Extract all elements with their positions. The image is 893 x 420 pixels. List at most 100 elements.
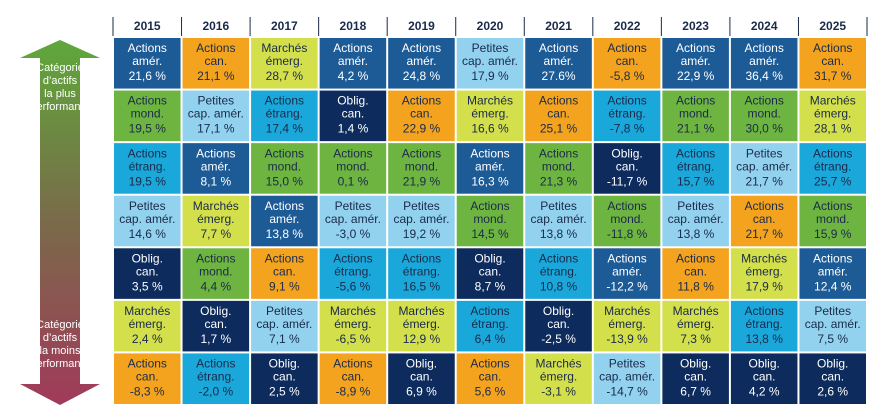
return-value: 13,8 % [540,227,578,241]
return-value: 7,3 % [680,332,711,346]
asset-class: Actions [470,304,509,318]
cell [662,248,729,299]
return-value: 28,7 % [266,69,304,83]
rank-arrow [20,40,100,405]
asset-class: Oblig. [749,357,780,371]
asset-class: Actions [676,146,715,160]
asset-class: Actions [196,357,235,371]
asset-class: amér. [612,264,642,278]
asset-class: Oblig. [337,94,368,108]
return-value: 15,0 % [266,174,304,188]
asset-class: étrang. [334,264,371,278]
asset-class: étrang. [197,370,234,384]
return-value: 4,2 % [749,385,780,399]
return-value: 7,5 % [817,332,848,346]
asset-class: Petites [814,304,851,318]
cell [456,90,524,142]
year-label: 2019 [408,19,435,33]
return-value: 21,1 % [677,122,715,136]
asset-class: émerg. [471,107,508,121]
cell [319,353,387,404]
asset-class: can. [342,107,365,121]
return-value: -7,8 % [610,122,645,136]
asset-class: mond. [199,264,232,278]
asset-class: cap. amér. [462,54,518,68]
return-value: 13,8 % [746,332,784,346]
cell [799,38,866,89]
asset-class: can. [547,317,570,331]
cell [182,38,250,89]
asset-class: Actions [128,41,167,55]
cell [525,248,592,299]
year-label: 2020 [477,19,504,33]
asset-class: Marchés [330,304,376,318]
asset-class: Petites [472,41,509,55]
asset-class: cap. amér. [668,212,724,226]
return-value: 19,5 % [129,122,167,136]
cell [662,90,729,142]
return-value: 12,9 % [403,332,441,346]
asset-class: amér. [406,54,436,68]
asset-class: étrang. [540,264,577,278]
asset-class: Marchés [193,199,239,213]
cell [730,195,798,247]
return-value: 13,8 % [266,227,304,241]
asset-class: amér. [338,54,368,68]
asset-class: Actions [128,146,167,160]
cell [182,195,250,247]
return-value: 11,8 % [677,279,714,293]
return-value: 7,7 % [200,227,231,241]
return-value: 9,1 % [269,279,300,293]
return-value: 17,9 % [471,69,509,83]
asset-class: Marchés [536,357,582,371]
asset-class: cap. amér. [188,107,244,121]
asset-class: amér. [132,54,162,68]
asset-class: étrang. [129,159,166,173]
return-value: 27.6% [542,69,576,83]
return-value: 15,9 % [814,227,852,241]
asset-class: Marchés [261,41,307,55]
asset-class: can. [753,370,776,384]
asset-class: Actions [470,199,509,213]
cell [593,143,661,194]
year-label: 2021 [545,19,572,33]
asset-class: émerg. [197,212,234,226]
top-label: Catégorie [36,62,84,74]
asset-class: Actions [402,41,441,55]
cell [799,353,866,404]
asset-class: can. [821,370,844,384]
asset-class: mond. [336,159,369,173]
asset-class: Petites [403,199,440,213]
asset-class: mond. [268,159,301,173]
cell [319,300,387,352]
cell [114,300,181,352]
cell [456,353,524,404]
return-value: 28,1 % [814,122,852,136]
cell [388,353,455,404]
asset-class: émerg. [814,107,851,121]
asset-class: can. [684,264,707,278]
asset-class: cap. amér. [256,317,312,331]
cell [593,195,661,247]
asset-class: cap. amér. [119,212,175,226]
return-value: 21,9 % [403,174,441,188]
cell [525,300,592,352]
asset-class: can. [479,264,502,278]
return-value: -13,9 % [606,332,648,346]
cell [114,353,181,404]
return-value: 6,7 % [680,385,711,399]
asset-class: Petites [129,199,166,213]
asset-class: Oblig. [132,251,163,265]
asset-class: Actions [539,146,578,160]
year-label: 2015 [134,19,161,33]
asset-class: amér. [818,264,848,278]
asset-class: étrang. [471,317,508,331]
cell [525,38,592,89]
cell [662,38,729,89]
cell [251,143,318,194]
asset-class: Actions [607,199,646,213]
return-value: 16,5 % [403,279,441,293]
asset-class: cap. amér. [531,212,587,226]
cell [730,90,798,142]
